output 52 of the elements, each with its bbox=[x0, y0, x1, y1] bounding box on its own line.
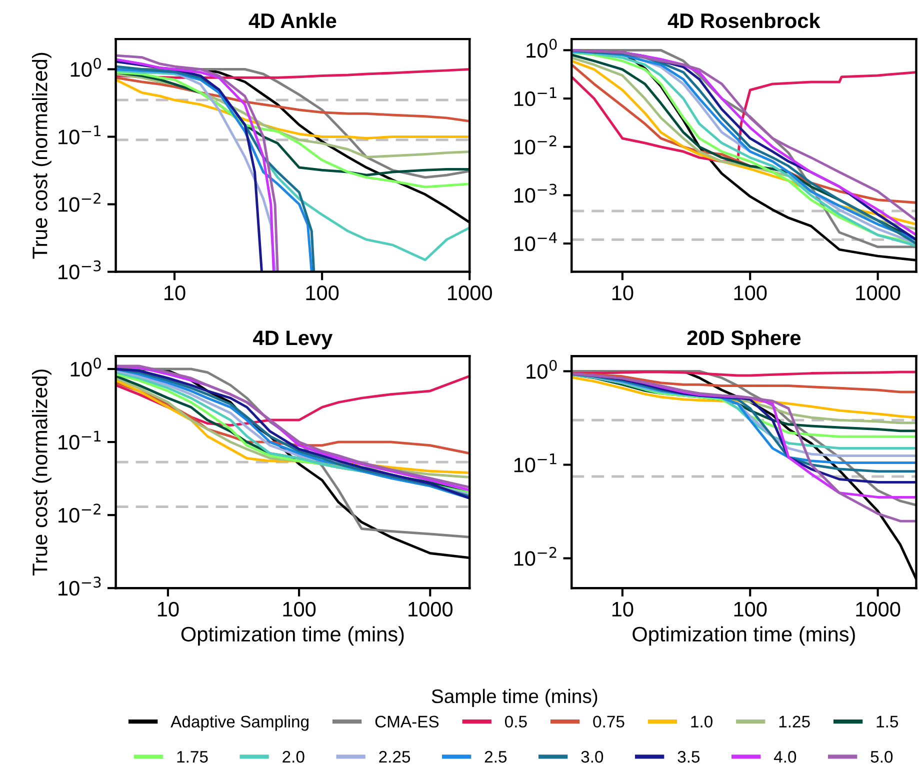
legend-title: Sample time (mins) bbox=[432, 688, 598, 707]
y-tick-label: 10$^{−1}$ bbox=[58, 126, 100, 144]
legend-label: 4.0 bbox=[774, 750, 796, 763]
x-tick-label: 100 bbox=[306, 286, 339, 300]
y-axis-title: True cost (normalized) bbox=[32, 370, 52, 576]
y-tick-label: 10$^{−1}$ bbox=[514, 87, 556, 106]
y-tick-label: 10$^{0}$ bbox=[70, 58, 101, 77]
x-tick-label: 1000 bbox=[408, 602, 453, 617]
legend-label: 1.75 bbox=[177, 751, 208, 763]
y-tick-label: 10$^{−3}$ bbox=[514, 184, 556, 203]
legend-label: Adaptive Sampling bbox=[170, 715, 308, 731]
legend-label: 5.0 bbox=[870, 750, 893, 763]
legend-label: 2.5 bbox=[484, 750, 507, 763]
x-tick-label: 1000 bbox=[856, 286, 900, 300]
chart-title: 20D Sphere bbox=[687, 330, 801, 350]
x-axis-title: Optimization time (mins) bbox=[632, 626, 855, 646]
x-tick-label: 10 bbox=[158, 602, 179, 617]
y-tick-label: 10$^{−3}$ bbox=[58, 260, 101, 280]
x-tick-label: 100 bbox=[734, 602, 767, 617]
legend-label: 3.0 bbox=[581, 750, 604, 763]
y-tick-label: 10$^{−1}$ bbox=[58, 430, 100, 450]
x-tick-label: 1000 bbox=[856, 602, 900, 617]
legend-label: 1.25 bbox=[779, 716, 810, 728]
y-tick-label: 10$^{−2}$ bbox=[58, 504, 100, 523]
y-tick-label: 10$^{−2}$ bbox=[514, 135, 556, 154]
chart-title: 4D Ankle bbox=[248, 12, 336, 28]
legend-label: 0.75 bbox=[593, 716, 624, 728]
y-tick-label: 10$^{−2}$ bbox=[514, 546, 556, 566]
x-tick-label: 100 bbox=[734, 286, 767, 300]
y-tick-label: 10$^{0}$ bbox=[70, 358, 101, 377]
x-tick-label: 100 bbox=[283, 602, 316, 617]
legend-label: 2.0 bbox=[282, 750, 304, 763]
legend-label: 1.0 bbox=[691, 716, 712, 728]
x-tick-label: 10 bbox=[612, 602, 634, 617]
y-tick-label: 10$^{−4}$ bbox=[514, 232, 557, 252]
x-tick-label: 10 bbox=[164, 286, 186, 300]
x-tick-label: 1000 bbox=[448, 286, 492, 300]
y-tick-label: 10$^{−1}$ bbox=[514, 454, 556, 472]
x-axis-title: Optimization time (mins) bbox=[181, 626, 404, 646]
chart-title: 4D Rosenbrock bbox=[668, 12, 820, 28]
legend-label: CMA-ES bbox=[375, 716, 439, 728]
y-tick-label: 10$^{−3}$ bbox=[58, 576, 101, 596]
y-tick-label: 10$^{0}$ bbox=[526, 360, 557, 379]
y-tick-label: 10$^{−2}$ bbox=[58, 192, 100, 212]
legend-label: 3.5 bbox=[678, 750, 700, 763]
legend-label: 2.25 bbox=[379, 750, 410, 763]
y-tick-label: 10$^{0}$ bbox=[526, 38, 557, 58]
x-tick-label: 10 bbox=[612, 286, 634, 300]
legend-label: 0.5 bbox=[505, 716, 527, 728]
y-axis-title: True cost (normalized) bbox=[32, 52, 52, 259]
chart-title: 4D Levy bbox=[253, 330, 333, 350]
legend-label: 1.5 bbox=[876, 716, 898, 728]
